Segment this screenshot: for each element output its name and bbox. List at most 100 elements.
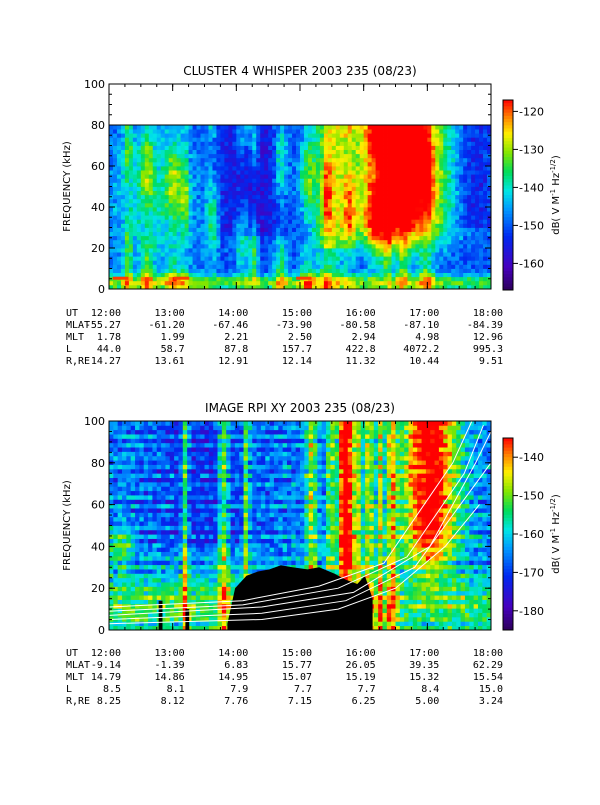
spectrogram-cell	[236, 236, 240, 241]
spectrogram-cell	[376, 146, 380, 151]
spectrogram-cell	[332, 174, 336, 179]
spectrogram-cell	[240, 252, 244, 257]
spectrogram-cell	[109, 600, 114, 605]
spectrogram-cell	[189, 150, 193, 155]
spectrogram-cell	[174, 543, 179, 548]
spectrogram-cell	[427, 228, 431, 233]
spectrogram-cell	[149, 178, 153, 183]
spectrogram-cell	[356, 248, 360, 253]
spectrogram-cell	[435, 125, 439, 130]
spectrogram-cell	[463, 223, 467, 228]
spectrogram-cell	[431, 281, 435, 286]
spectrogram-cell	[187, 517, 192, 522]
spectrogram-cell	[126, 526, 131, 531]
spectrogram-cell	[157, 512, 162, 517]
spectrogram-cell	[479, 125, 483, 130]
spectrogram-cell	[435, 133, 439, 138]
ephemeris-value: -84.39	[467, 320, 503, 331]
spectrogram-cell	[170, 595, 175, 600]
spectrogram-cell	[443, 277, 447, 282]
spectrogram-cell	[356, 182, 360, 187]
spectrogram-cell	[475, 199, 479, 204]
colorbar-cell	[503, 189, 513, 193]
spectrogram-cell	[276, 252, 280, 257]
spectrogram-cell	[139, 530, 144, 535]
spectrogram-cell	[427, 137, 431, 142]
spectrogram-cell	[157, 443, 162, 448]
spectrogram-cell	[455, 240, 459, 245]
spectrogram-cell	[148, 482, 153, 487]
spectrogram-cell	[139, 425, 144, 430]
spectrogram-cell	[240, 277, 244, 282]
spectrogram-cell	[324, 170, 328, 175]
spectrogram-cell	[280, 187, 284, 192]
ephemeris-value: 44.0	[97, 344, 121, 355]
spectrogram-cell	[139, 547, 144, 552]
spectrogram-cell	[170, 469, 175, 474]
spectrogram-cell	[205, 178, 209, 183]
spectrogram-cell	[157, 223, 161, 228]
spectrogram-cell	[220, 203, 224, 208]
spectrogram-cell	[288, 195, 292, 200]
spectrogram-cell	[126, 617, 131, 622]
spectrogram-cell	[304, 125, 308, 130]
spectrogram-cell	[328, 129, 332, 134]
spectrogram-cell	[152, 565, 157, 570]
spectrogram-cell	[392, 199, 396, 204]
spectrogram-cell	[157, 565, 162, 570]
spectrogram-cell	[435, 129, 439, 134]
spectrogram-cell	[141, 236, 145, 241]
spectrogram-cell	[157, 264, 161, 269]
spectrogram-cell	[268, 269, 272, 274]
spectrogram-cell	[212, 269, 216, 274]
spectrogram-cell	[439, 240, 443, 245]
spectrogram-cell	[205, 207, 209, 212]
spectrogram-cell	[288, 191, 292, 196]
spectrogram-cell	[256, 281, 260, 286]
spectrogram-cell	[356, 228, 360, 233]
spectrogram-cell	[161, 211, 165, 216]
spectrogram-cell	[268, 211, 272, 216]
spectrogram-cell	[148, 469, 153, 474]
spectrogram-cell	[276, 215, 280, 220]
spectrogram-cell	[228, 211, 232, 216]
spectrogram-cell	[483, 191, 487, 196]
spectrogram-cell	[344, 137, 348, 142]
spectrogram-cell	[122, 534, 127, 539]
spectrogram-cell	[388, 191, 392, 196]
spectrogram-cell	[133, 211, 137, 216]
spectrogram-cell	[272, 133, 276, 138]
spectrogram-cell	[455, 264, 459, 269]
spectrogram-cell	[328, 170, 332, 175]
spectrogram-cell	[431, 228, 435, 233]
spectrogram-cell	[360, 232, 364, 237]
spectrogram-cell	[296, 203, 300, 208]
spectrogram-cell	[384, 133, 388, 138]
spectrogram-cell	[139, 526, 144, 531]
spectrogram-cell	[174, 508, 179, 513]
spectrogram-cell	[133, 199, 137, 204]
spectrogram-cell	[340, 162, 344, 167]
spectrogram-cell	[170, 421, 175, 426]
spectrogram-cell	[125, 150, 129, 155]
spectrogram-cell	[264, 137, 268, 142]
spectrogram-cell	[121, 240, 125, 245]
spectrogram-cell	[388, 178, 392, 183]
spectrogram-cell	[220, 244, 224, 249]
spectrogram-cell	[161, 438, 166, 443]
spectrogram-cell	[475, 187, 479, 192]
spectrogram-cell	[296, 154, 300, 159]
spectrogram-cell	[256, 141, 260, 146]
spectrogram-cell	[185, 264, 189, 269]
spectrogram-cell	[228, 174, 232, 179]
spectrogram-cell	[260, 182, 264, 187]
spectrogram-cell	[348, 141, 352, 146]
spectrogram-cell	[368, 244, 372, 249]
spectrogram-cell	[126, 569, 131, 574]
spectrogram-cell	[431, 162, 435, 167]
spectrogram-cell	[300, 137, 304, 142]
spectrogram-cell	[292, 166, 296, 171]
spectrogram-cell	[228, 260, 232, 265]
spectrogram-cell	[316, 141, 320, 146]
spectrogram-cell	[224, 260, 228, 265]
